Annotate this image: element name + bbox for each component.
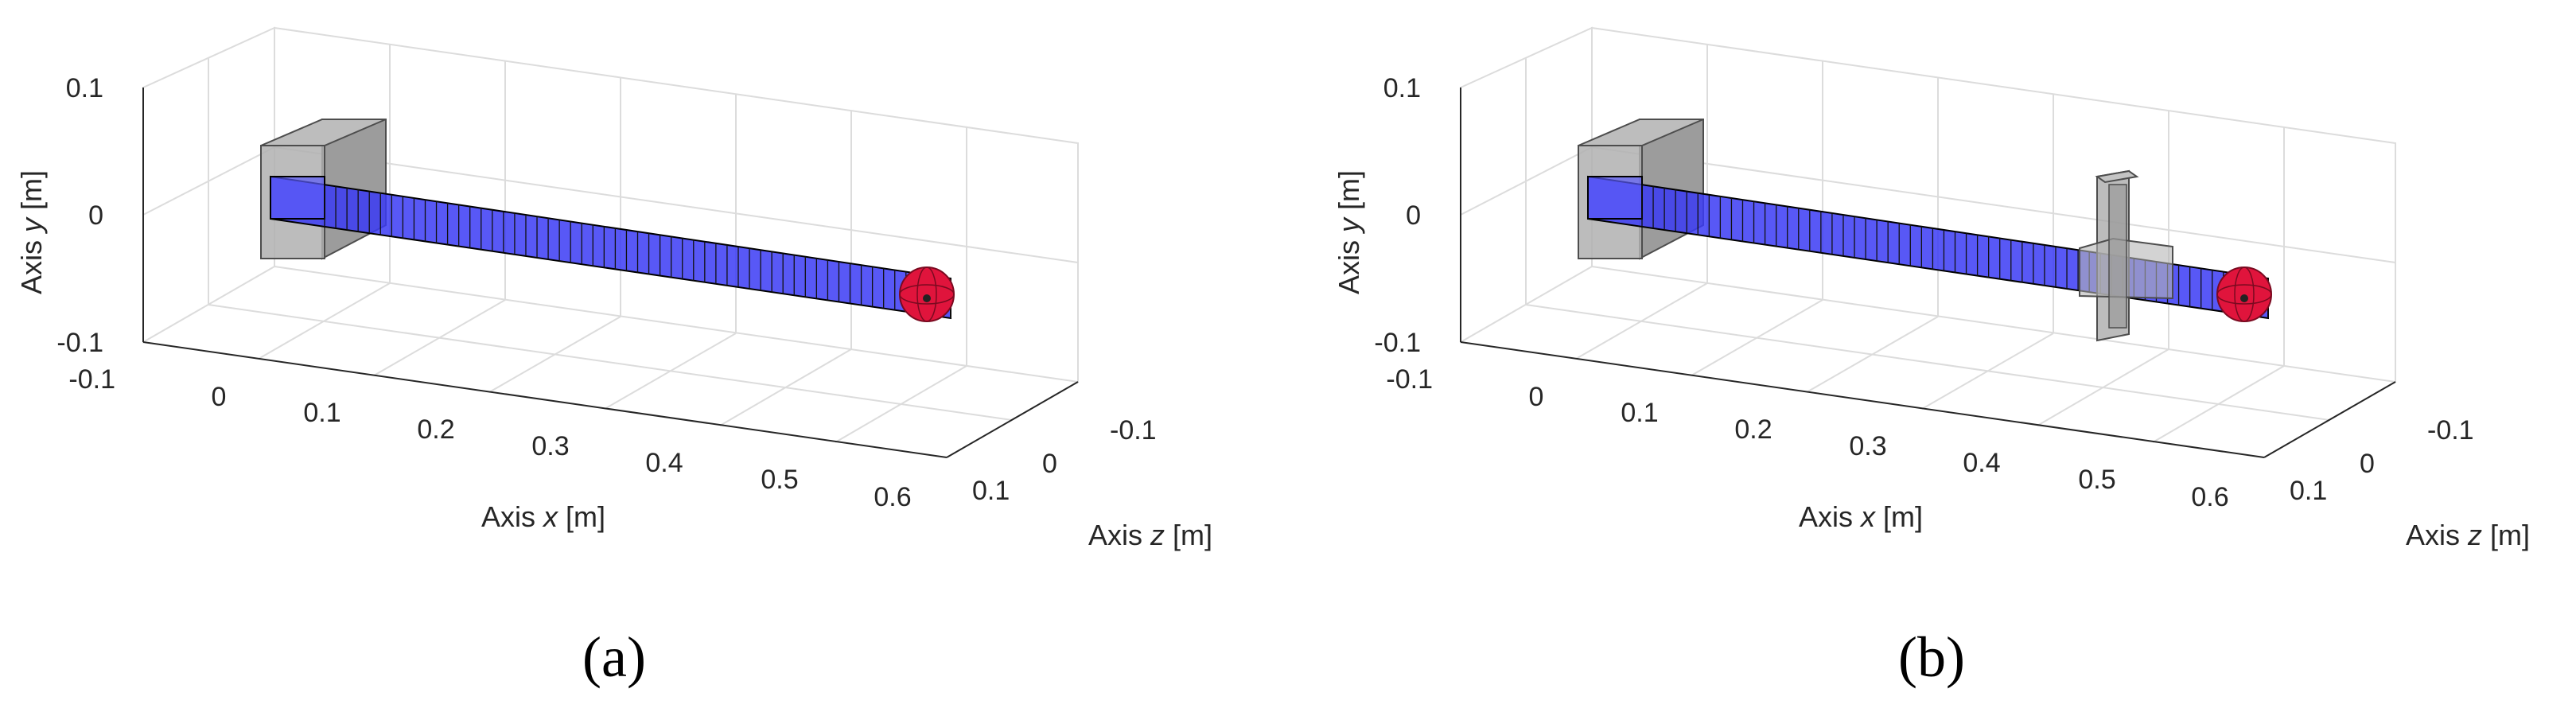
middle-fixture xyxy=(2079,169,2173,342)
y-axis-label: Axis y [m] xyxy=(15,170,48,294)
x-tick: 0.5 xyxy=(2078,465,2115,495)
z-extra-tick: -0.1 xyxy=(1386,364,1433,395)
z-tick: -0.1 xyxy=(2427,415,2474,445)
z-tick: 0 xyxy=(2360,449,2375,479)
y-tick: 0 xyxy=(88,200,103,231)
z-tick: -0.1 xyxy=(1110,415,1157,445)
x-tick: 0.4 xyxy=(1963,448,2000,478)
y-tick: -0.1 xyxy=(56,328,103,358)
y-tick: 0.1 xyxy=(66,73,103,103)
x-tick: 0.3 xyxy=(531,431,569,461)
x-axis-label: Axis x [m] xyxy=(481,500,605,533)
x-tick: 0.6 xyxy=(874,482,911,512)
z-axis-line xyxy=(946,381,1079,458)
x-tick: 0.3 xyxy=(1849,431,1886,461)
tip-mass xyxy=(899,267,955,322)
y-tick: 0 xyxy=(1406,200,1421,231)
left-wall-grid xyxy=(1460,26,1593,344)
x-tick: 0.5 xyxy=(761,465,798,495)
x-axis-line xyxy=(1460,341,2265,458)
y-axis-label: Axis y [m] xyxy=(1333,170,1365,294)
z-extra-tick: -0.1 xyxy=(68,364,115,395)
z-tick: 0.1 xyxy=(972,476,1010,506)
panel-a: 0.1 0 -0.1 -0.1 0 0.1 0.2 0.3 0.4 0.5 0.… xyxy=(15,26,1212,689)
beam xyxy=(270,175,951,320)
floor-grid xyxy=(208,282,1013,443)
x-tick: 0.4 xyxy=(645,448,683,478)
x-tick: 0.2 xyxy=(417,414,454,445)
left-wall-grid xyxy=(142,26,275,344)
x-tick: 0.1 xyxy=(1621,398,1658,428)
floor-grid xyxy=(1525,282,2330,443)
x-axis-line xyxy=(142,341,948,458)
panel-label: (a) xyxy=(582,625,646,689)
panel-b: 0.1 0 -0.1 -0.1 0 0.1 0.2 0.3 0.4 0.5 0.… xyxy=(1333,26,2530,689)
x-tick: 0.1 xyxy=(303,398,340,428)
z-axis-label: Axis z [m] xyxy=(1088,519,1212,551)
x-axis-label: Axis x [m] xyxy=(1799,500,1923,533)
z-tick: 0.1 xyxy=(2290,476,2327,506)
z-tick: 0 xyxy=(1042,449,1057,479)
x-tick: 0 xyxy=(212,382,227,412)
x-tick: 0.6 xyxy=(2191,482,2228,512)
y-tick: -0.1 xyxy=(1374,328,1421,358)
tip-mass xyxy=(2216,267,2272,322)
z-axis-label: Axis z [m] xyxy=(2406,519,2530,551)
x-tick: 0 xyxy=(1529,382,1544,412)
z-axis-line xyxy=(2263,381,2396,458)
x-tick: 0.2 xyxy=(1734,414,1772,445)
y-tick: 0.1 xyxy=(1383,73,1421,103)
panel-label: (b) xyxy=(1898,625,1965,689)
